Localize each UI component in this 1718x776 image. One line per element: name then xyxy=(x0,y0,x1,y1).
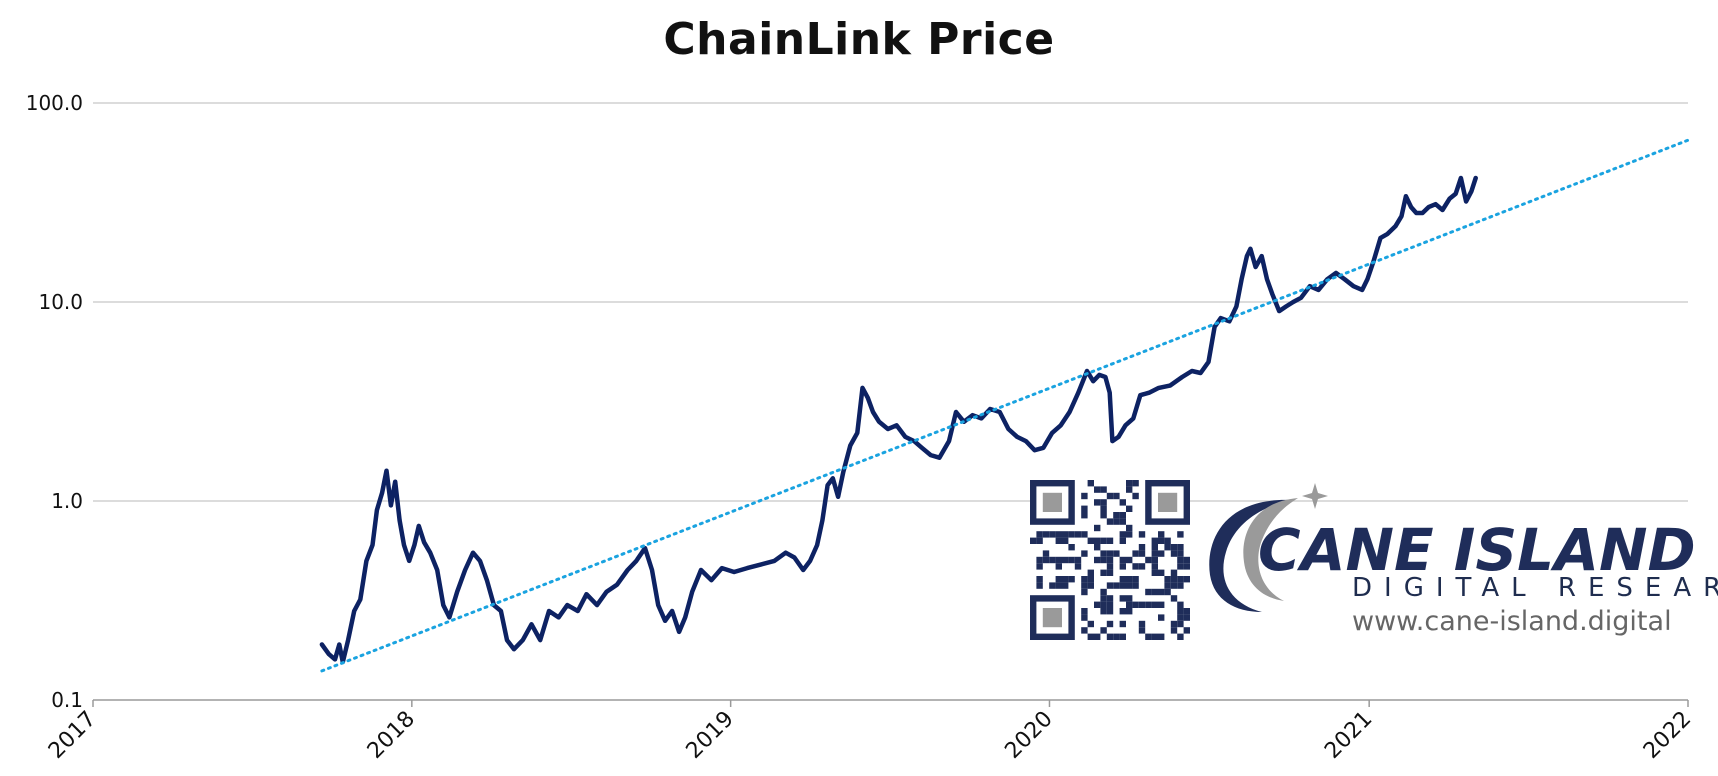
x-tick-label: 2019 xyxy=(682,707,739,764)
logo-brand-text: CANE ISLAND xyxy=(1258,516,1696,584)
y-tick-label: 0.1 xyxy=(51,688,83,712)
x-tick-label: 2022 xyxy=(1639,707,1696,764)
x-tick-label: 2018 xyxy=(363,707,420,764)
logo-tagline: DIGITAL RESEARCH xyxy=(1352,573,1718,603)
watermark-logo: CANE ISLAND DIGITAL RESEARCH www.cane-is… xyxy=(1030,480,1718,640)
chart-title: ChainLink Price xyxy=(663,14,1055,65)
qr-code xyxy=(1030,480,1190,640)
trendline-series xyxy=(320,138,1690,673)
x-tick-label: 2020 xyxy=(1000,707,1057,764)
y-tick-label: 1.0 xyxy=(51,489,83,513)
x-tick-label: 2021 xyxy=(1320,707,1377,764)
y-tick-label: 10.0 xyxy=(38,290,83,314)
x-tick-label: 2017 xyxy=(44,707,101,764)
cane-island-swoosh-logo: CANE ISLAND DIGITAL RESEARCH www.cane-is… xyxy=(1209,483,1718,637)
price-series-line xyxy=(319,175,1478,665)
y-tick-label: 100.0 xyxy=(26,91,83,115)
logo-url: www.cane-island.digital xyxy=(1352,606,1672,637)
